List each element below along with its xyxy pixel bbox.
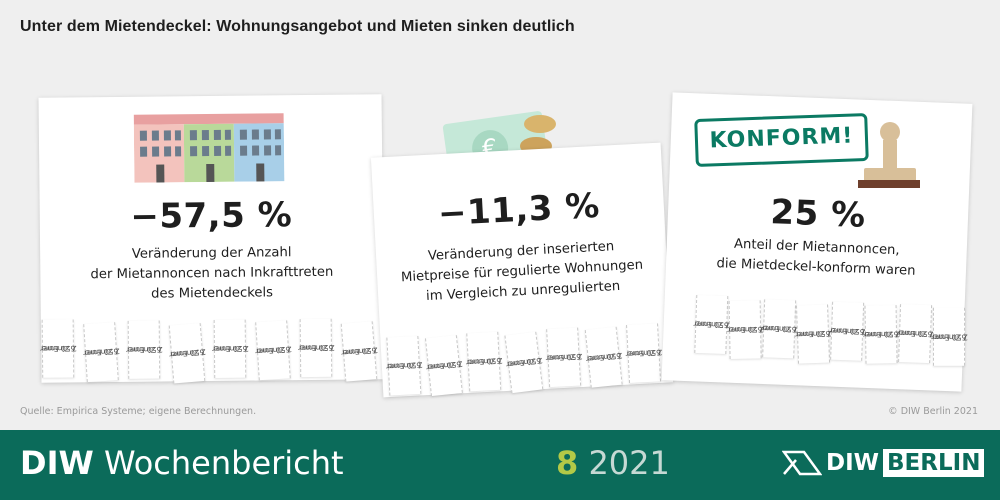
source-note: Quelle: Empirica Systeme; eigene Berechn… [20, 406, 257, 417]
tear-tab[interactable]: 2 Zimmer 650 Euro [212, 319, 248, 378]
tear-tab[interactable]: 2 Zimmer 650 Euro [385, 335, 422, 396]
tear-off-tabs-1: 2 Zimmer 650 Euro 2 Zimmer 650 Euro 2 Zimm… [40, 316, 384, 390]
tear-tab[interactable]: 2 Zimmer 650 Euro [693, 294, 730, 355]
copyright-note: © DIW Berlin 2021 [888, 406, 978, 417]
tear-tab[interactable]: 2 Zimmer 650 Euro [340, 321, 378, 382]
tear-tab[interactable]: 2 Zimmer 650 Euro [168, 323, 206, 384]
tear-tab[interactable]: 2 Zimmer 650 Euro [584, 326, 623, 388]
tear-tab[interactable]: 2 Zimmer 650 Euro [424, 335, 463, 397]
diw-logo-mark-icon [782, 450, 822, 476]
stat-card-listings: −57,5 % Veränderung der Anzahl der Mieta… [38, 94, 385, 383]
tear-tab[interactable]: 2 Zimmer 650 Euro [931, 307, 967, 366]
tear-tab[interactable]: 2 Zimmer 650 Euro [465, 331, 502, 392]
logo-berlin-text: BERLIN [883, 449, 985, 477]
tear-tab[interactable]: 2 Zimmer 650 Euro [761, 299, 798, 359]
tear-tab[interactable]: 2 Zimmer 650 Euro [82, 322, 120, 383]
stat-value: 25 % [769, 192, 867, 236]
issue-label: 8 2021 [556, 444, 670, 482]
publication-brand: DIW Wochenbericht [20, 444, 344, 482]
rubber-stamp-icon [858, 122, 920, 188]
tear-tab[interactable]: 2 Zimmer 650 Euro [298, 318, 334, 378]
tear-tab[interactable]: 2 Zimmer 650 Euro [625, 323, 662, 383]
footer-bar: DIW Wochenbericht 8 2021 DIW BERLIN [0, 430, 1000, 500]
logo-diw-text: DIW [826, 450, 880, 476]
stat-description: Anteil der Mietannoncen, die Mietdeckel-… [716, 236, 916, 279]
tear-off-tabs-3: 2 Zimmer 650 Euro 2 Zimmer 650 Euro 2 Zimm… [693, 294, 986, 375]
stat-value: −11,3 % [437, 185, 601, 235]
stat-description: Veränderung der inserierten Mietpreise f… [400, 239, 644, 305]
tear-tab[interactable]: 2 Zimmer 650 Euro [863, 305, 899, 364]
tear-off-tabs-2: 2 Zimmer 650 Euro 2 Zimmer 650 Euro 2 Zimm… [385, 322, 679, 407]
tear-tab[interactable]: 2 Zimmer 650 Euro [829, 301, 866, 361]
stat-description: Veränderung der Anzahl der Mietannoncen … [90, 245, 334, 302]
stat-value: −57,5 % [130, 195, 293, 237]
tear-tab[interactable]: 2 Zimmer 650 Euro [795, 304, 832, 364]
diw-berlin-logo: DIW BERLIN [782, 448, 985, 478]
apartment-building-icon [133, 113, 285, 183]
tear-tab[interactable]: 2 Zimmer 650 Euro [504, 331, 544, 394]
tear-tab[interactable]: 2 Zimmer 650 Euro [727, 300, 764, 359]
page-title: Unter dem Mietendeckel: Wohnungsangebot … [20, 18, 575, 35]
tear-tab[interactable]: 2 Zimmer 650 Euro [254, 320, 292, 381]
tear-tab[interactable]: 2 Zimmer 650 Euro [897, 304, 934, 364]
tear-tab[interactable]: 2 Zimmer 650 Euro [40, 319, 76, 378]
tear-tab[interactable]: 2 Zimmer 650 Euro [545, 327, 582, 388]
konform-stamp: KONFORM! [694, 112, 869, 168]
tear-tab[interactable]: 2 Zimmer 650 Euro [126, 320, 162, 379]
